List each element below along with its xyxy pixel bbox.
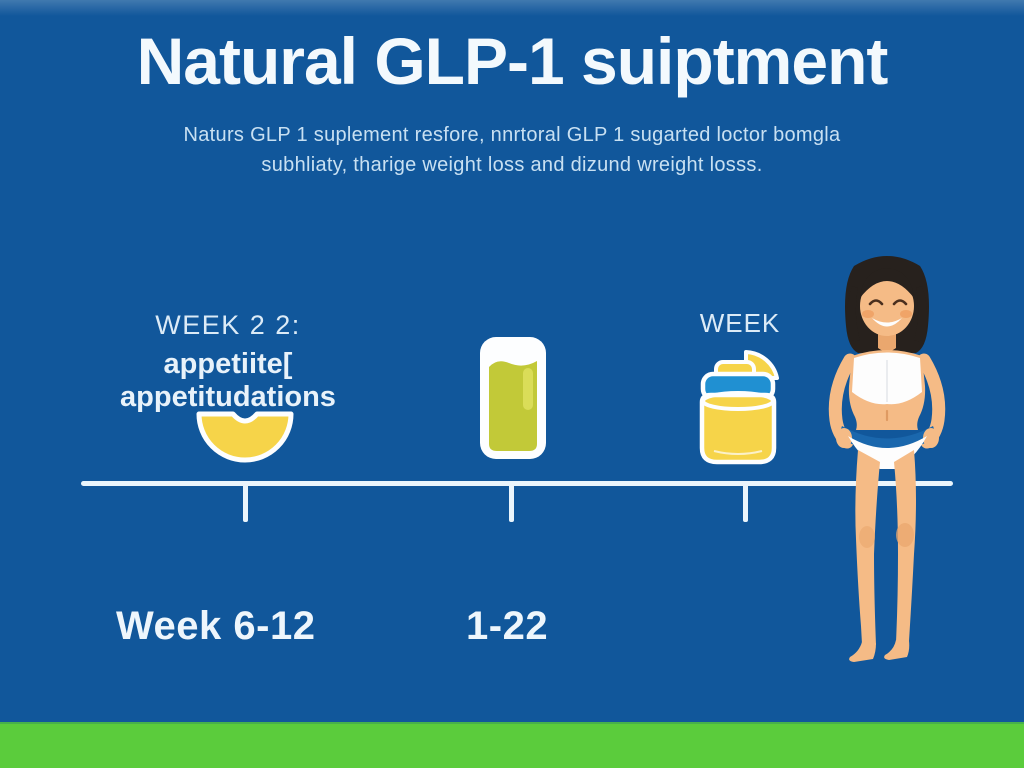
page-title: Natural GLP-1 suiptment — [136, 24, 889, 98]
bottom-label-week-6-12: Week 6-12 — [116, 604, 316, 648]
timeline-tick — [743, 481, 748, 522]
bottom-label-1-22: 1-22 — [466, 604, 549, 648]
timeline-tick — [509, 481, 514, 522]
stage-week2-heading: WEEK 2 2: — [155, 310, 301, 340]
accent-green-bar — [0, 722, 1024, 768]
subtitle-line-1: Naturs GLP 1 suplement resfore, nnrtoral… — [183, 124, 841, 146]
top-light-strip — [0, 0, 1024, 16]
stage-week2-label-line1: appetiite[ — [163, 348, 293, 380]
stage-week2-label-line2: appetitudations — [120, 381, 336, 413]
lemon-slice-icon — [196, 411, 294, 463]
timeline-axis — [81, 481, 953, 486]
juice-glass-icon — [480, 337, 546, 459]
woman-figure-illustration — [828, 256, 946, 662]
supplement-jar-icon — [699, 350, 779, 465]
stage-week-heading: WEEK — [699, 308, 781, 338]
stage-week2-block: WEEK 2 2: appetiite[ appetitudations — [78, 310, 378, 414]
timeline-tick — [243, 481, 248, 522]
subtitle-line-2: subhliaty, tharige weight loss and dizun… — [261, 154, 763, 176]
page-subtitle: Naturs GLP 1 suplement resfore, nnrtoral… — [0, 120, 1024, 180]
